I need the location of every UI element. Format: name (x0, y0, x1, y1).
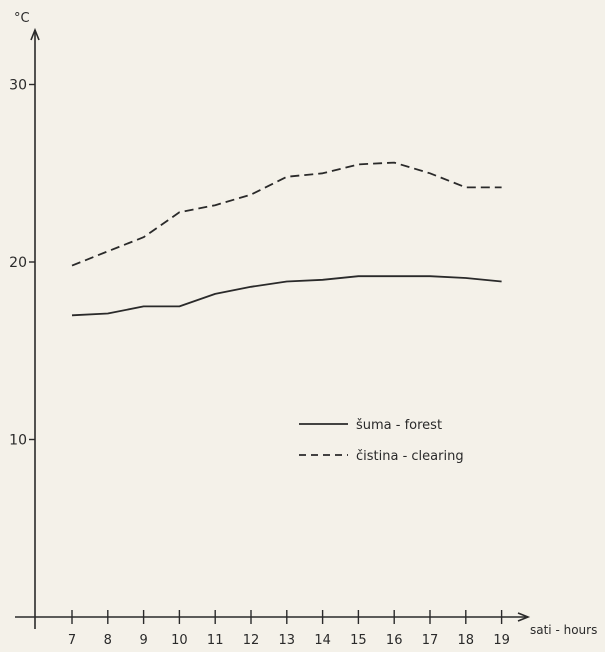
x-axis-label: sati - hours (530, 623, 597, 637)
y-tick-label: 30 (9, 78, 27, 94)
x-tick-label: 16 (386, 633, 403, 648)
x-tick-label: 15 (350, 633, 367, 648)
x-tick-label: 12 (243, 633, 260, 648)
y-axis-arrow (30, 27, 40, 41)
legend-label-1: čistina - clearing (356, 449, 464, 464)
x-tick-label: 11 (207, 633, 224, 648)
x-tick-label: 18 (458, 633, 475, 648)
series-line-1 (71, 161, 502, 267)
x-tick-label: 10 (171, 633, 188, 648)
x-tick-label: 17 (422, 633, 439, 648)
legend: šuma - forest čistina - clearing (299, 418, 464, 464)
axes: °C 10 20 30 7 8 9 10 11 12 13 14 15 16 17 18 19 sati - ho… (9, 11, 597, 648)
x-tick-label: 14 (314, 633, 331, 648)
x-tick-label: 19 (493, 633, 510, 648)
series-line-0 (71, 275, 502, 317)
y-axis-label: °C (14, 11, 30, 26)
x-tick-label: 7 (68, 633, 76, 648)
series-layer (71, 161, 502, 317)
y-tick-label: 20 (9, 255, 27, 271)
legend-label-0: šuma - forest (356, 418, 442, 433)
x-axis-arrow (517, 612, 531, 622)
y-tick-label: 10 (9, 433, 27, 449)
x-tick-label: 8 (104, 633, 112, 648)
x-tick-label: 9 (139, 633, 147, 648)
x-tick-label: 13 (279, 633, 296, 648)
